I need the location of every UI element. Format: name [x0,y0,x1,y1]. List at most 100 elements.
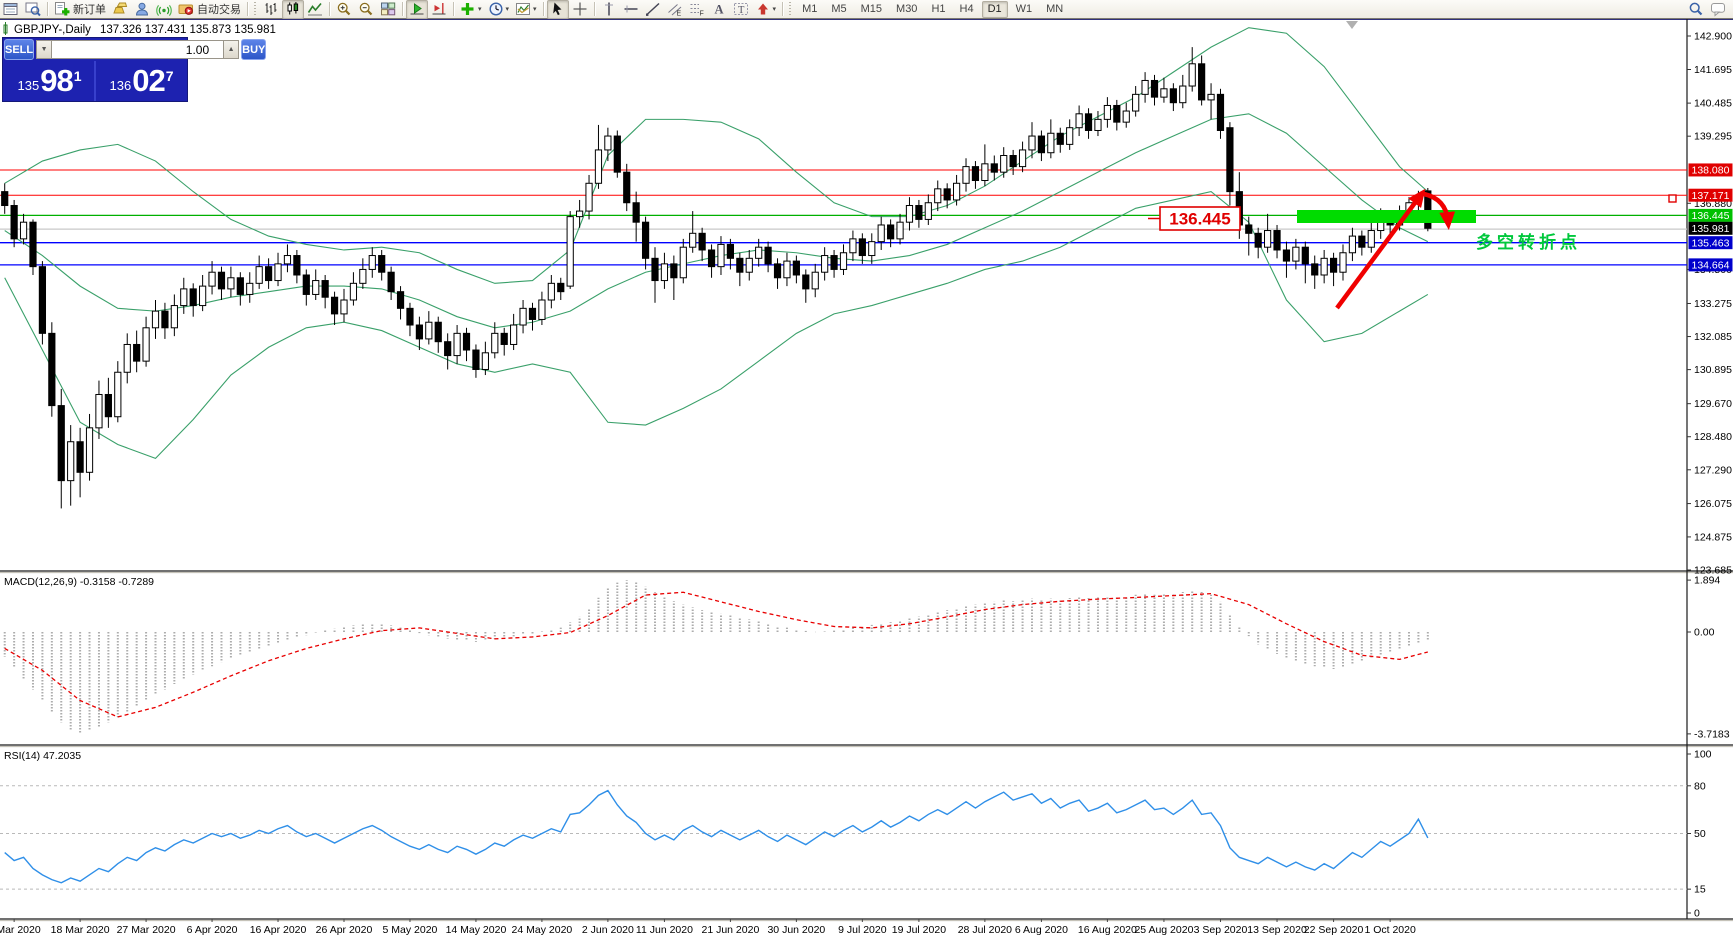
timeframe-d1-button[interactable]: D1 [981,0,1008,18]
candle [1037,135,1046,154]
text-label-button[interactable]: T [730,0,752,19]
profile-icon [134,1,150,17]
candle [821,255,829,273]
search-button[interactable] [1685,0,1707,19]
timeframe-m5-button[interactable]: M5 [831,2,847,15]
price-tick-label: 132.085 [1694,331,1732,343]
candle [114,371,122,418]
cursor-button[interactable] [546,0,569,19]
candle [151,310,160,329]
toolbar-grip[interactable] [788,2,794,16]
signals-icon [156,1,172,17]
date-tick-label: 3 Sep 2020 [1194,924,1248,936]
sell-button[interactable]: SELL [4,39,35,60]
zoom-in-button[interactable] [333,0,355,19]
candle [1075,113,1083,129]
candle [1160,88,1168,98]
timeframe-m1-button[interactable]: M1 [802,2,818,15]
timeframe-h4-button[interactable]: H4 [959,2,974,15]
tile-windows-button[interactable] [377,0,399,19]
candle [726,243,735,259]
price-tick-label: 140.485 [1694,98,1732,110]
price-badge-label: 135.463 [1692,237,1730,249]
bar-chart-button[interactable] [260,0,282,19]
price-badge-label: 134.664 [1692,260,1730,272]
autotrading-icon [178,1,194,17]
volume-input[interactable] [52,40,224,59]
equidistant-channel-button[interactable]: E [664,0,686,19]
trendline-button[interactable] [642,0,664,19]
bid-price[interactable]: 135 98 1 [4,61,96,101]
signals-button[interactable] [153,0,175,19]
candle [839,252,848,270]
main-toolbar: 新订单 自动交易 ▾ ▾ ▾ E F A T ▾ M1 M5 M15 M30 H1 H4 D1 W1 MN [0,0,1733,19]
candle [1169,88,1177,104]
date-tick-label: 21 Jun 2020 [701,924,759,936]
chevron-down-icon[interactable]: ▾ [772,6,777,13]
chevron-down-icon[interactable]: ▾ [533,6,537,13]
zoom-out-button[interactable] [355,0,377,19]
horizontal-line-button[interactable] [620,0,642,19]
timeframe-mn-button[interactable]: MN [1046,2,1064,15]
candle [48,332,56,407]
chat-button[interactable] [1707,0,1729,19]
candle [283,255,292,265]
templates-button[interactable]: ▾ [512,0,540,19]
chart-shift-button[interactable] [428,0,450,19]
candlestick-chart-button[interactable] [282,0,304,19]
annotation-cn-text: 多空转折点 [1476,232,1581,252]
timeframe-m15-button[interactable]: M15 [860,2,883,15]
candle [792,260,800,276]
candle [246,282,254,295]
date-tick-label: 5 May 2020 [383,924,438,936]
candle [924,202,932,220]
candle [255,266,263,284]
line-chart-button[interactable] [304,0,326,19]
ask-price[interactable]: 136 02 7 [96,61,186,101]
candle [1367,230,1375,248]
candle [434,321,442,343]
candle [707,249,716,268]
timeframe-m30-button[interactable]: M30 [896,2,918,15]
new-order-button[interactable]: 新订单 [51,0,109,19]
fibonacci-button[interactable]: F [686,0,708,19]
date-tick-label: 2 Jun 2020 [582,924,634,936]
toolbar-grip[interactable] [253,2,258,16]
candle [500,332,508,345]
periods-icon [488,1,504,17]
arrows-button[interactable]: ▾ [752,0,780,19]
periods-button[interactable]: ▾ [485,0,513,19]
chart-area[interactable]: 136.445 多空转折点 GBPJPY-,Daily 137.326 137.431… [0,19,1733,937]
crosshair-button[interactable] [569,0,591,19]
autotrading-button[interactable]: 自动交易 [175,0,244,19]
candle [736,257,744,273]
volume-increase-icon[interactable]: ▲ [223,40,240,59]
candle [689,232,697,248]
toolbar-separator [542,2,544,16]
auto-scroll-button[interactable] [406,0,428,19]
history-center-button[interactable] [109,0,131,19]
date-tick-label: 30 Jun 2020 [767,924,825,936]
indicators-button[interactable]: ▾ [457,0,485,19]
volume-decrease-icon[interactable]: ▼ [36,40,53,59]
timeframe-h1-button[interactable]: H1 [931,2,946,15]
price-badge [1688,188,1733,202]
buy-button[interactable]: BUY [241,39,267,60]
market-watch-button[interactable] [22,0,44,19]
chevron-down-icon[interactable]: ▾ [505,6,510,13]
text-button[interactable]: A [708,0,730,19]
candle [528,307,537,320]
candle [1103,104,1111,120]
price-badge-label: 137.171 [1692,190,1730,202]
candle [444,341,452,357]
profile-button[interactable] [131,0,153,19]
candle [585,182,593,212]
auto-scroll-icon [409,1,425,17]
timeframe-w1-button[interactable]: W1 [1015,2,1033,15]
candle [491,332,499,354]
candle [1,191,9,207]
vertical-line-button[interactable] [598,0,620,19]
window-list-button[interactable] [0,0,22,19]
chevron-down-icon[interactable]: ▾ [478,6,482,13]
